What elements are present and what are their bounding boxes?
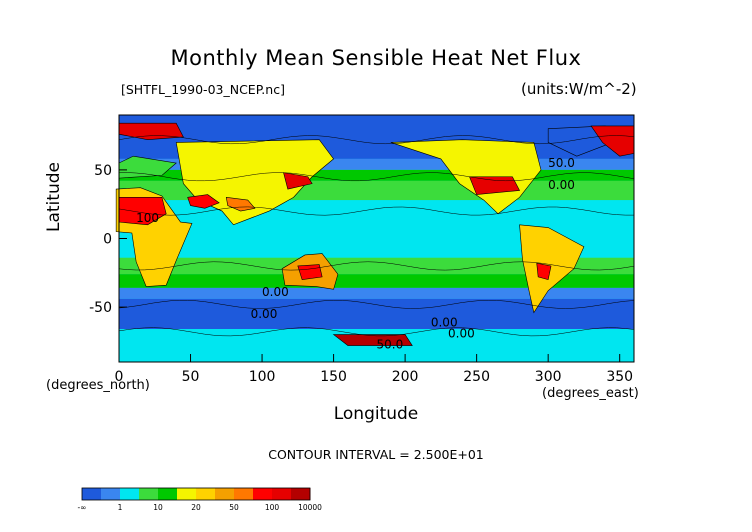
field-band — [119, 169, 634, 181]
colorbar-label: 1 — [118, 503, 123, 512]
contour-interval-label: CONTOUR INTERVAL = 2.500E+01 — [268, 447, 484, 462]
field-band — [119, 158, 634, 170]
file-label: [SHTFL_1990-03_NCEP.nc] — [121, 82, 285, 97]
land-region — [297, 264, 323, 280]
chart-title: Monthly Mean Sensible Heat Net Flux — [170, 46, 582, 70]
x-tick-label: 150 — [320, 369, 347, 385]
contour-line — [118, 206, 634, 216]
contour-label: 0.00 — [262, 285, 289, 299]
colorbar-label: 50 — [229, 503, 239, 512]
land-region — [187, 194, 220, 209]
contour-label: 0.00 — [448, 326, 475, 340]
land-region — [469, 176, 521, 195]
colorbar-frame — [81, 487, 311, 501]
field-band — [119, 287, 634, 299]
y-tick-label: 50 — [94, 163, 112, 179]
colorbar-swatch — [120, 488, 140, 500]
colorbar-swatch — [215, 488, 235, 500]
contour-label: 0.00 — [431, 315, 458, 329]
colorbar-label: 100 — [265, 503, 280, 512]
contour-label: 0.00 — [251, 307, 278, 321]
field-band — [119, 257, 634, 275]
colorbar-swatch — [291, 488, 311, 500]
colorbar-label: 10 — [153, 503, 163, 512]
land-region — [519, 224, 585, 314]
colorbar-swatch — [82, 488, 102, 500]
land-region — [332, 334, 413, 346]
contour-line — [118, 172, 635, 182]
land-region — [390, 139, 542, 215]
contour-label: 100 — [136, 211, 159, 225]
colorbar-swatch — [139, 488, 159, 500]
x-tick-label: 100 — [249, 369, 276, 385]
x-tick-label: 50 — [182, 369, 200, 385]
colorbar-swatch — [253, 488, 273, 500]
land-region — [283, 172, 313, 190]
contour-label: 0.00 — [548, 178, 575, 192]
colorbar-label: 10000 — [298, 503, 322, 512]
land-region — [536, 262, 552, 281]
x-tick-label: 250 — [463, 369, 490, 385]
field-band — [119, 298, 634, 330]
x-tick-label: 0 — [115, 369, 124, 385]
x-tick-label: 200 — [392, 369, 419, 385]
x-axis-unit: (degrees_east) — [542, 386, 639, 401]
y-tick-label: -50 — [89, 300, 112, 316]
colorbar-swatch — [196, 488, 216, 500]
contour-line — [118, 327, 635, 337]
contour-label: 50.0 — [548, 156, 575, 170]
colorbar-label: -∞ — [78, 503, 87, 512]
x-tick-label: 300 — [535, 369, 562, 385]
x-tick-label: 350 — [606, 369, 633, 385]
colorbar-swatch — [234, 488, 254, 500]
contour-line — [118, 300, 635, 309]
contour-label: 50.0 — [377, 337, 404, 351]
y-axis-unit: (degrees_north) — [46, 378, 150, 393]
colorbar-swatch — [101, 488, 121, 500]
x-axis-label: Longitude — [333, 404, 419, 424]
y-tick-label: 0 — [103, 232, 112, 248]
colorbar-swatch — [177, 488, 197, 500]
contour-line — [118, 135, 635, 145]
colorbar-swatch — [158, 488, 178, 500]
units-label: (units:W/m^-2) — [521, 80, 637, 98]
contour-line — [118, 261, 635, 271]
colorbar-label: 20 — [191, 503, 201, 512]
colorbar-swatch — [272, 488, 292, 500]
colorbar: -∞ 1 10 20 50 100 10000 — [78, 487, 322, 512]
field-band — [119, 274, 634, 288]
land-region — [590, 125, 635, 157]
axes: 0 50 100 150 200 250 300 350 50 0 -50 — [89, 114, 635, 385]
